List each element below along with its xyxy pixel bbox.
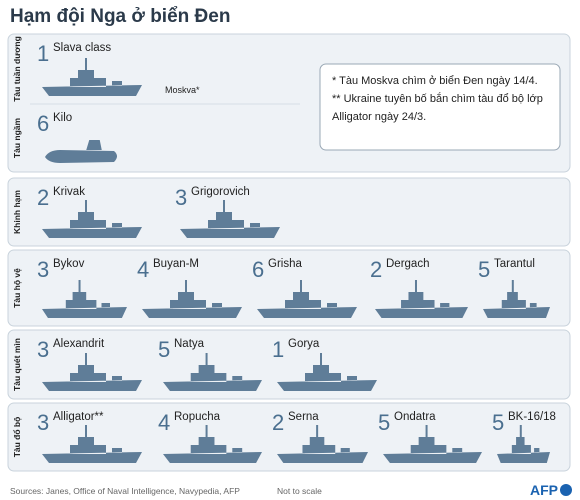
- class-name: Alexandrit: [53, 338, 105, 350]
- class-name: BK-16/18: [508, 411, 556, 423]
- section: Tàu quét mìn 3 Alexandrit 5 Natya 1 Gorya: [12, 337, 377, 391]
- class-name: Natya: [174, 338, 205, 350]
- ship-icon: [45, 140, 117, 163]
- ship-icon: [163, 425, 262, 463]
- count: 4: [137, 257, 149, 282]
- count: 2: [272, 410, 284, 435]
- count: 3: [37, 410, 49, 435]
- class-name: Grisha: [268, 258, 302, 270]
- count: 3: [175, 185, 187, 210]
- ship-icon: [142, 280, 242, 318]
- section-label: Tàu hộ vệ: [12, 268, 22, 308]
- count: 5: [378, 410, 390, 435]
- count: 5: [158, 337, 170, 362]
- section: Khinh hạm 2 Krivak 3 Grigorovich: [12, 185, 280, 238]
- note-line: ** Ukraine tuyên bố bắn chìm tàu đổ bộ l…: [332, 92, 543, 105]
- panel: [7, 329, 571, 400]
- ship-icon: [42, 58, 142, 96]
- note-box: [319, 63, 561, 151]
- class-name: Alligator**: [53, 411, 104, 423]
- count: 2: [37, 185, 49, 210]
- logo: AFP: [530, 482, 558, 498]
- ship-icon: [375, 280, 468, 318]
- count: 6: [252, 257, 264, 282]
- count: 5: [478, 257, 490, 282]
- class-name: Dergach: [386, 258, 429, 270]
- count: 2: [370, 257, 382, 282]
- class-name: Gorya: [288, 338, 320, 350]
- ship-icon: [42, 425, 142, 463]
- note-line: Alligator ngày 24/3.: [332, 111, 426, 123]
- class-name: Ropucha: [174, 411, 221, 423]
- scale-note: Not to scale: [277, 486, 322, 496]
- section-label: Tàu quét mìn: [12, 338, 22, 391]
- class-name: Kilo: [53, 112, 72, 124]
- section-label: Khinh hạm: [12, 190, 22, 234]
- class-name: Tarantul: [494, 258, 535, 270]
- section-label: Tàu ngầm: [12, 117, 22, 158]
- class-name: Buyan-M: [153, 258, 199, 270]
- section: Tàu tuần dương 1 Slava class: [12, 36, 142, 102]
- count: 4: [158, 410, 170, 435]
- count: 3: [37, 337, 49, 362]
- count: 6: [37, 111, 49, 136]
- count: 1: [272, 337, 284, 362]
- logo-mark: [560, 484, 572, 496]
- section: Tàu hộ vệ 3 Bykov 4 Buyan-M 6 Grisha 2 Dergach 5 T…: [12, 257, 550, 318]
- ship-icon: [277, 353, 377, 391]
- count: 3: [37, 257, 49, 282]
- ship-icon: [42, 353, 142, 391]
- section-label: Tàu đổ bộ: [12, 417, 22, 458]
- section-label: Tàu tuần dương: [12, 36, 22, 102]
- ship-icon: [42, 280, 127, 318]
- class-name: Serna: [288, 411, 319, 423]
- class-name: Bykov: [53, 258, 85, 270]
- class-name: Krivak: [53, 186, 85, 198]
- ship-label: Moskva*: [165, 85, 200, 95]
- ship-icon: [277, 425, 368, 463]
- class-name: Ondatra: [394, 411, 436, 423]
- title: Hạm đội Nga ở biển Đen: [10, 6, 230, 27]
- ship-icon: [383, 425, 482, 463]
- ship-icon: [483, 280, 550, 318]
- note-line: * Tàu Moskva chìm ở biển Đen ngày 14/4.: [332, 75, 538, 87]
- section: Tàu ngầm 6 Kilo: [12, 111, 117, 163]
- sources: Sources: Janes, Office of Naval Intellig…: [10, 486, 240, 496]
- count: 1: [37, 41, 49, 66]
- ship-icon: [163, 353, 262, 391]
- section: Tàu đổ bộ 3 Alligator** 4 Ropucha 2 Serna 5 Onda…: [12, 410, 556, 463]
- class-name: Grigorovich: [191, 186, 250, 198]
- class-name: Slava class: [53, 42, 111, 54]
- ship-icon: [257, 280, 357, 318]
- ship-icon: [180, 200, 280, 238]
- ship-icon: [42, 200, 142, 238]
- ship-icon: [497, 425, 550, 463]
- panel: [7, 177, 571, 247]
- count: 5: [492, 410, 504, 435]
